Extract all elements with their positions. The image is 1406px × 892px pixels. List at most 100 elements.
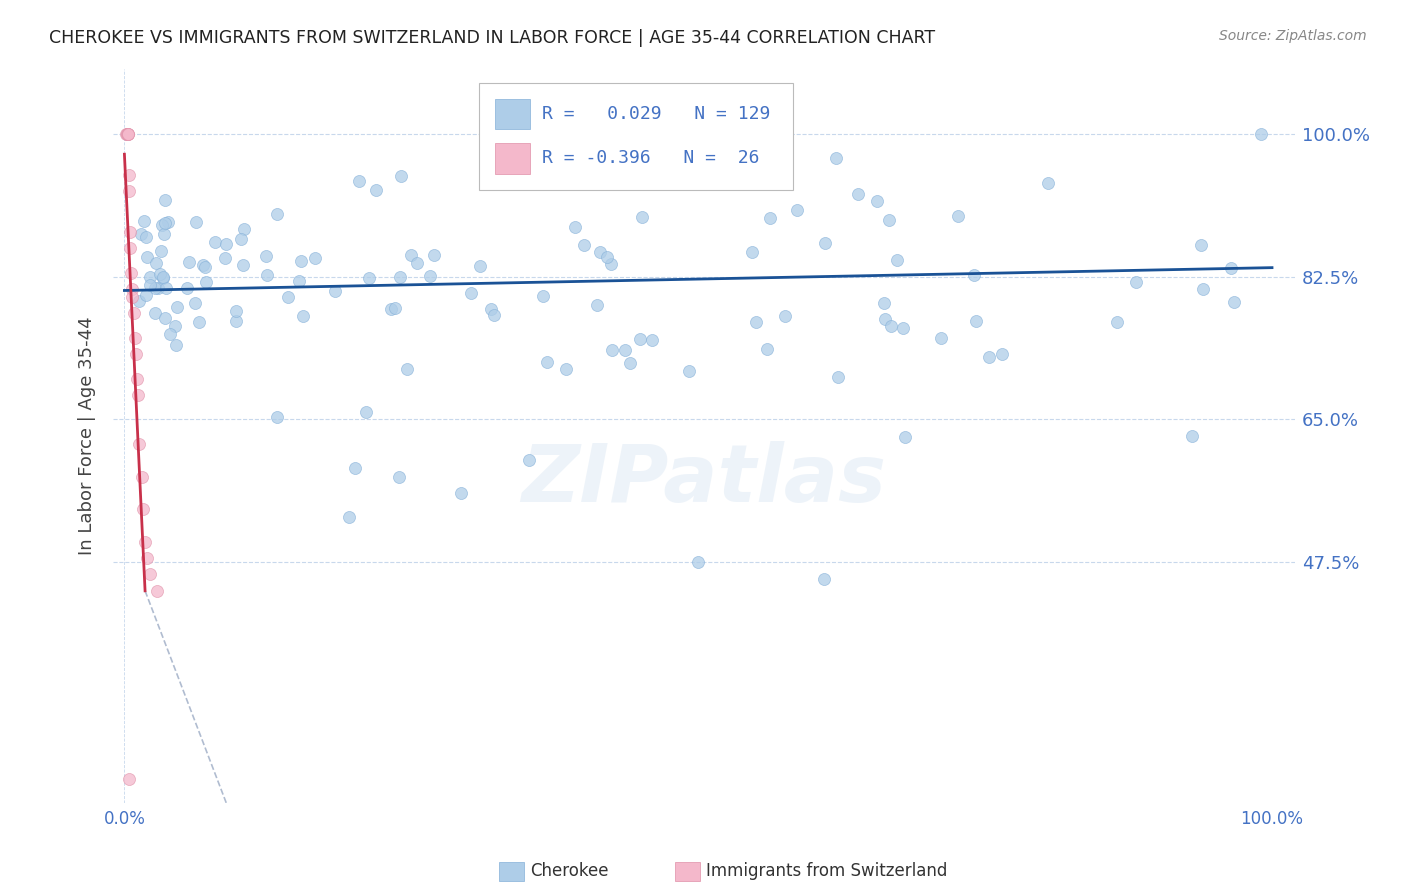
Point [136, 551, 159, 566]
Point [165, 338, 187, 352]
Point [488, 111, 510, 125]
Point [135, 230, 157, 244]
Point [873, 311, 896, 326]
Point [1192, 282, 1215, 296]
Point [614, 343, 637, 357]
Point [824, 151, 846, 165]
Point [124, 331, 146, 345]
Point [600, 343, 623, 357]
Point [129, 227, 152, 242]
Point [120, 266, 142, 280]
Point [963, 268, 986, 282]
Point [627, 161, 650, 175]
Point [292, 310, 315, 324]
Point [149, 268, 172, 282]
Point [117, 127, 139, 141]
Point [1125, 275, 1147, 289]
Point [619, 356, 641, 370]
Point [153, 311, 176, 326]
Point [120, 225, 142, 239]
Point [929, 331, 952, 345]
Point [873, 295, 896, 310]
Point [131, 469, 153, 483]
Point [1223, 295, 1246, 310]
Point [153, 227, 176, 241]
Point [389, 169, 412, 183]
Point [813, 572, 835, 586]
Point [399, 248, 422, 262]
Point [136, 250, 159, 264]
Point [339, 510, 361, 524]
Point [479, 302, 502, 317]
Point [214, 252, 236, 266]
Point [232, 222, 254, 236]
Point [118, 168, 141, 182]
Point [886, 253, 908, 268]
Point [631, 210, 654, 224]
Point [132, 502, 155, 516]
Point [564, 220, 586, 235]
Point [121, 282, 143, 296]
Point [290, 254, 312, 268]
Point [194, 260, 217, 274]
Point [405, 256, 427, 270]
Point [117, 127, 139, 141]
Point [155, 216, 177, 230]
Point [127, 388, 149, 402]
Point [152, 270, 174, 285]
FancyBboxPatch shape [479, 83, 793, 190]
Point [121, 290, 143, 304]
Point [134, 534, 156, 549]
Point [204, 235, 226, 249]
Point [145, 256, 167, 270]
Point [117, 127, 139, 141]
Point [187, 315, 209, 329]
Point [585, 298, 607, 312]
Point [145, 583, 167, 598]
Point [114, 127, 136, 141]
Point [194, 275, 217, 289]
Point [364, 183, 387, 197]
Point [388, 269, 411, 284]
Point [589, 245, 612, 260]
Point [125, 347, 148, 361]
Text: R = -0.396   N =  26: R = -0.396 N = 26 [543, 149, 759, 167]
Point [225, 304, 247, 318]
Point [155, 281, 177, 295]
Point [139, 277, 162, 292]
Point [482, 308, 505, 322]
Point [773, 309, 796, 323]
Point [827, 369, 849, 384]
Point [277, 289, 299, 303]
Point [186, 215, 208, 229]
Point [122, 306, 145, 320]
Point [531, 289, 554, 303]
Point [146, 281, 169, 295]
Point [323, 284, 346, 298]
Point [134, 213, 156, 227]
Point [177, 255, 200, 269]
Point [138, 567, 160, 582]
Point [254, 249, 277, 263]
Point [304, 251, 326, 265]
Point [150, 218, 173, 232]
Point [120, 241, 142, 255]
Point [880, 319, 903, 334]
Text: Source: ZipAtlas.com: Source: ZipAtlas.com [1219, 29, 1367, 43]
Point [231, 232, 253, 246]
Point [193, 258, 215, 272]
Point [946, 210, 969, 224]
Point [231, 258, 253, 272]
Point [550, 127, 572, 141]
Text: R =   0.029   N = 129: R = 0.029 N = 129 [543, 105, 770, 123]
Point [1107, 315, 1129, 329]
Point [166, 300, 188, 314]
Point [1036, 176, 1059, 190]
Point [600, 257, 623, 271]
Point [347, 174, 370, 188]
Point [678, 364, 700, 378]
Point [814, 235, 837, 250]
Point [756, 342, 779, 356]
Text: Cherokee: Cherokee [530, 863, 609, 880]
Point [1189, 238, 1212, 252]
